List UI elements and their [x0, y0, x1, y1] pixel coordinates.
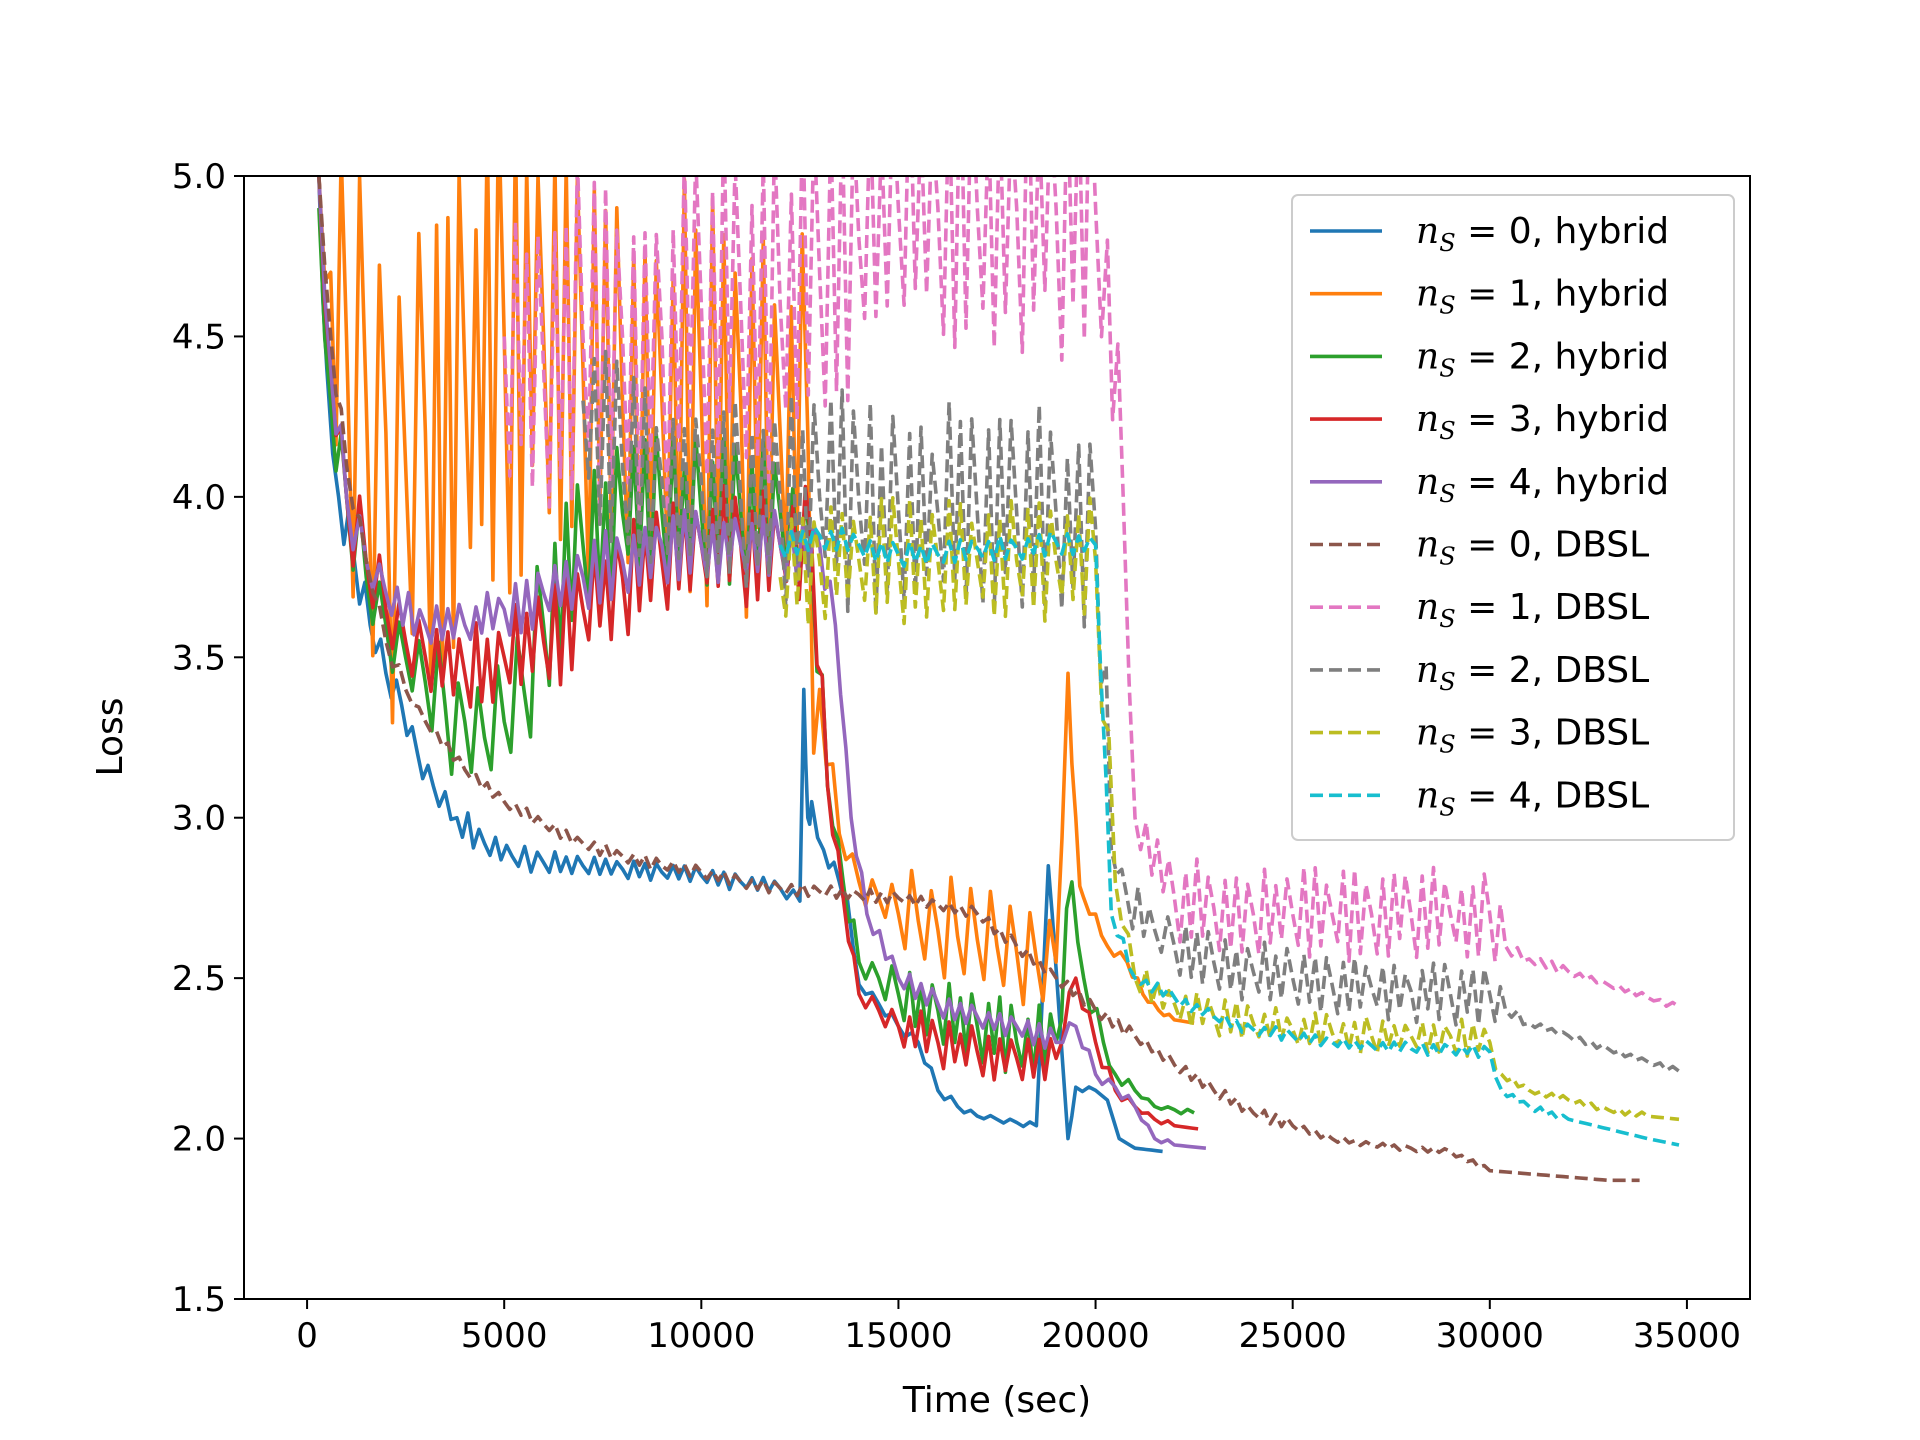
x-axis-label: Time (sec)	[902, 1380, 1091, 1421]
y-tick-label: 4.5	[172, 317, 226, 357]
y-tick-label: 2.5	[172, 959, 226, 999]
legend-label-2: nS = 2, hybrid	[1416, 336, 1669, 382]
legend-label-3: nS = 3, hybrid	[1416, 399, 1669, 445]
x-tick-label: 15000	[844, 1316, 952, 1356]
series-lines	[317, 176, 1681, 1183]
x-tick-label: 20000	[1041, 1316, 1149, 1356]
x-tick-label: 30000	[1436, 1316, 1544, 1356]
series-line-6	[502, 176, 1681, 1009]
x-tick-label: 0	[296, 1316, 318, 1356]
series-line-0	[317, 176, 1163, 1154]
x-tick-label: 5000	[461, 1316, 548, 1356]
legend-label-6: nS = 1, DBSL	[1416, 587, 1649, 633]
legend-box	[1291, 194, 1735, 841]
legend-label-8: nS = 3, DBSL	[1416, 713, 1649, 759]
y-axis-label: Loss	[90, 698, 131, 777]
series-line-3	[317, 176, 1199, 1131]
legend-label-7: nS = 2, DBSL	[1416, 650, 1649, 696]
y-tick-label: 3.0	[172, 799, 226, 839]
series-line-8	[778, 496, 1680, 1122]
y-tick-label: 5.0	[172, 157, 226, 197]
x-tick-label: 10000	[647, 1316, 755, 1356]
legend-label-1: nS = 1, hybrid	[1416, 274, 1669, 320]
y-tick-label: 3.5	[172, 638, 226, 678]
series-line-5	[317, 176, 1640, 1183]
y-tick-label: 2.0	[172, 1120, 226, 1160]
y-tick-label: 1.5	[172, 1280, 226, 1320]
x-axis: 0 5000 10000 15000 20000 25000 30000 35000	[296, 1299, 1741, 1356]
legend: nS = 0, hybrid nS = 1, hybrid nS = 2, hybr…	[1291, 194, 1735, 841]
series-line-4	[317, 176, 1207, 1150]
series-line-7	[581, 349, 1681, 1073]
legend-label-5: nS = 0, DBSL	[1416, 525, 1649, 571]
legend-label-0: nS = 0, hybrid	[1416, 211, 1669, 257]
series-line-1	[317, 176, 1195, 1025]
series-line-9	[778, 525, 1680, 1147]
x-tick-label: 25000	[1239, 1316, 1347, 1356]
legend-label-4: nS = 4, hybrid	[1416, 462, 1669, 508]
y-axis: 1.5 2.0 2.5 3.0 3.5 4.0 4.5 5.0	[172, 157, 244, 1320]
plot-frame	[243, 175, 1751, 1300]
legend-label-9: nS = 4, DBSL	[1416, 775, 1649, 821]
y-tick-label: 4.0	[172, 478, 226, 518]
x-tick-label: 35000	[1633, 1316, 1741, 1356]
